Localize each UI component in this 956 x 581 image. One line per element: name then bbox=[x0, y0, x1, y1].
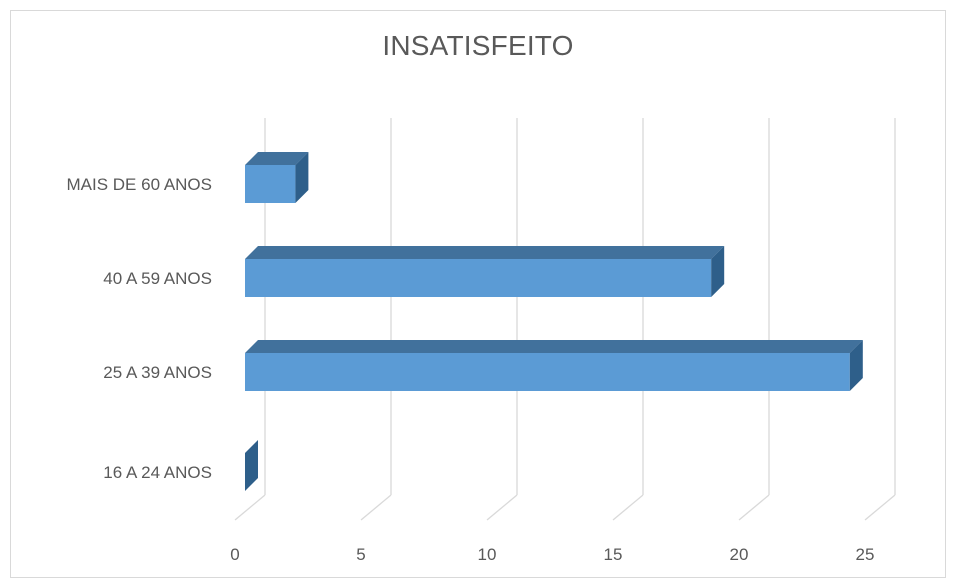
category-label-0: 16 A 24 ANOS bbox=[103, 463, 212, 482]
floor-gridline-1 bbox=[360, 494, 392, 521]
bar-top-1 bbox=[245, 340, 863, 353]
x-tick-label-2: 10 bbox=[478, 545, 497, 564]
category-label-3: MAIS DE 60 ANOS bbox=[67, 175, 213, 194]
bar-top-2 bbox=[245, 246, 725, 259]
bar-side-0 bbox=[245, 440, 258, 491]
floor-gridline-4 bbox=[738, 494, 770, 521]
category-label-2: 40 A 59 ANOS bbox=[103, 269, 212, 288]
x-tick-label-5: 25 bbox=[856, 545, 875, 564]
x-tick-label-3: 15 bbox=[604, 545, 623, 564]
bar-side-2 bbox=[711, 246, 725, 297]
x-tick-label-0: 0 bbox=[230, 545, 239, 564]
bar-front-2 bbox=[245, 259, 712, 297]
bar-side-1 bbox=[849, 340, 863, 391]
floor-gridline-2 bbox=[486, 494, 518, 521]
bar-top-3 bbox=[245, 152, 309, 165]
x-tick-label-4: 20 bbox=[730, 545, 749, 564]
chart-title: INSATISFEITO bbox=[382, 30, 574, 61]
category-label-1: 25 A 39 ANOS bbox=[103, 363, 212, 382]
bar-front-1 bbox=[245, 353, 850, 391]
bar-front-3 bbox=[245, 165, 296, 203]
floor-gridline-5 bbox=[864, 494, 896, 521]
x-tick-label-1: 5 bbox=[356, 545, 365, 564]
floor-gridline-3 bbox=[612, 494, 644, 521]
floor-gridline-0 bbox=[234, 494, 266, 521]
bar-side-3 bbox=[295, 152, 309, 203]
